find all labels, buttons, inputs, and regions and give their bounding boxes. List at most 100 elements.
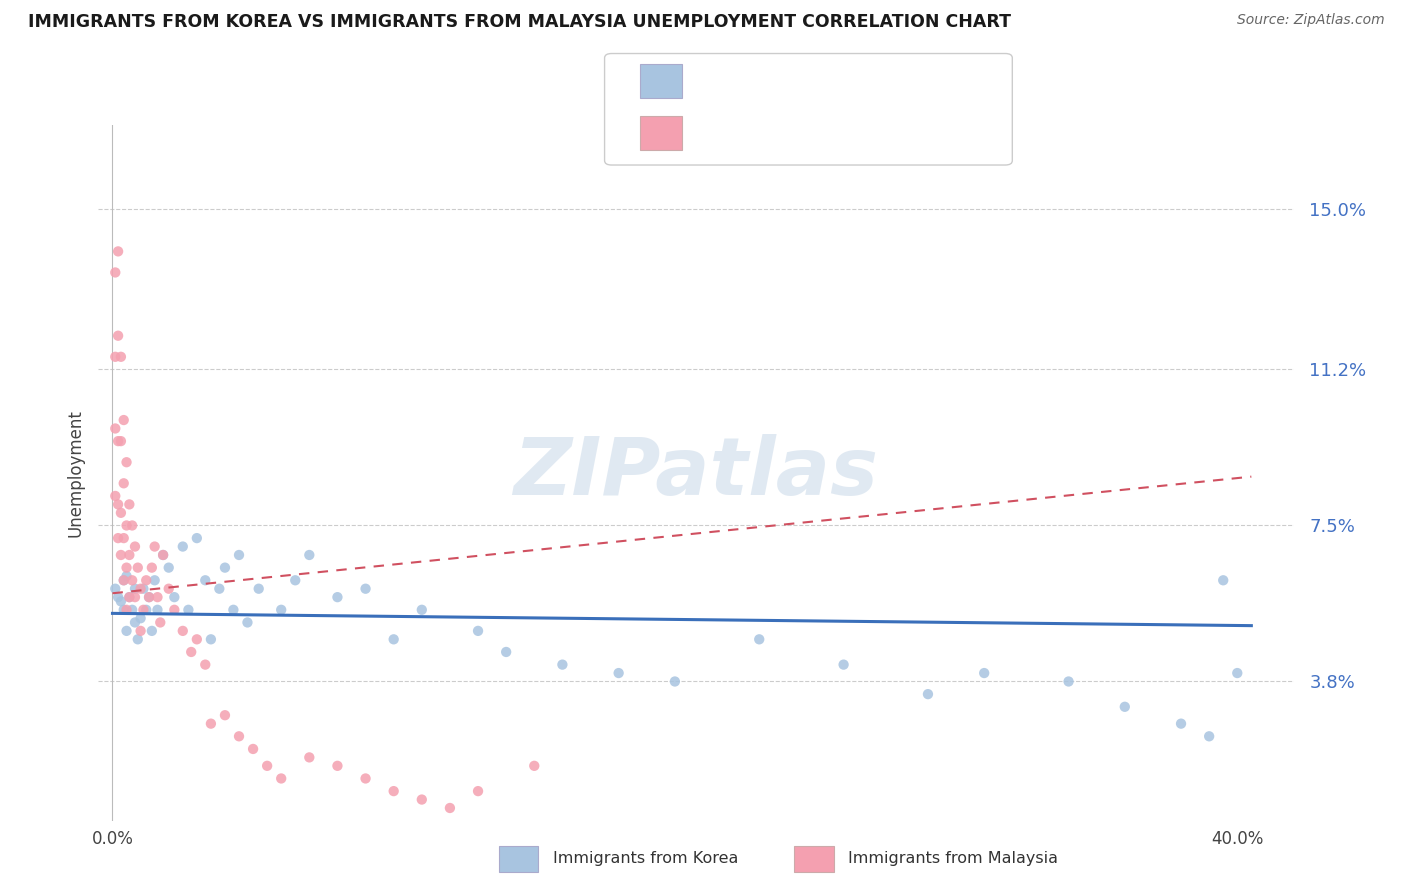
Point xyxy=(107,328,129,343)
Point xyxy=(124,615,146,630)
Text: Immigrants from Malaysia: Immigrants from Malaysia xyxy=(848,852,1057,866)
Point xyxy=(118,497,141,511)
Point xyxy=(104,350,127,364)
Point xyxy=(186,632,208,647)
Point xyxy=(163,603,186,617)
Point xyxy=(157,560,180,574)
Point xyxy=(135,574,157,588)
Point xyxy=(163,590,186,604)
Point xyxy=(1057,674,1080,689)
Point xyxy=(284,574,307,588)
Point xyxy=(104,265,127,279)
Point xyxy=(247,582,270,596)
Point xyxy=(129,624,152,638)
Point xyxy=(180,645,202,659)
Point xyxy=(1212,574,1234,588)
Point xyxy=(107,244,129,259)
Point xyxy=(382,632,405,647)
Point xyxy=(194,657,217,672)
Point xyxy=(107,497,129,511)
Point xyxy=(110,594,132,608)
Point xyxy=(186,531,208,545)
Text: R = -0.084   N = 55: R = -0.084 N = 55 xyxy=(699,72,862,90)
Point xyxy=(129,582,152,596)
Point xyxy=(495,645,517,659)
Point xyxy=(104,582,127,596)
Point xyxy=(200,632,222,647)
Point xyxy=(439,801,461,815)
Point xyxy=(112,476,135,491)
Point xyxy=(194,574,217,588)
Point xyxy=(132,582,155,596)
Point xyxy=(118,590,141,604)
Point xyxy=(149,615,172,630)
Point xyxy=(110,548,132,562)
Point xyxy=(177,603,200,617)
Point xyxy=(104,421,127,435)
Point xyxy=(104,489,127,503)
Point xyxy=(973,666,995,681)
Point xyxy=(115,560,138,574)
Point xyxy=(127,560,149,574)
Point xyxy=(115,455,138,469)
Point xyxy=(146,590,169,604)
Point xyxy=(523,759,546,773)
Point xyxy=(200,716,222,731)
Point xyxy=(1170,716,1192,731)
Point xyxy=(141,560,163,574)
Point xyxy=(236,615,259,630)
Point xyxy=(118,590,141,604)
Point xyxy=(110,350,132,364)
Point xyxy=(138,590,160,604)
Point xyxy=(138,590,160,604)
Point xyxy=(354,582,377,596)
Point xyxy=(112,531,135,545)
Point xyxy=(748,632,770,647)
Text: R =  0.078   N = 59: R = 0.078 N = 59 xyxy=(699,124,860,142)
Point xyxy=(411,603,433,617)
Point xyxy=(214,708,236,723)
Point xyxy=(107,590,129,604)
Point xyxy=(664,674,686,689)
Point xyxy=(214,560,236,574)
Point xyxy=(157,582,180,596)
Point xyxy=(110,434,132,449)
Point xyxy=(152,548,174,562)
Point xyxy=(1198,729,1220,743)
Point xyxy=(172,540,194,554)
Point xyxy=(270,772,292,786)
Point xyxy=(112,413,135,427)
Y-axis label: Unemployment: Unemployment xyxy=(66,409,84,537)
Point xyxy=(256,759,278,773)
Text: IMMIGRANTS FROM KOREA VS IMMIGRANTS FROM MALAYSIA UNEMPLOYMENT CORRELATION CHART: IMMIGRANTS FROM KOREA VS IMMIGRANTS FROM… xyxy=(28,13,1011,31)
Point xyxy=(270,603,292,617)
Point xyxy=(127,632,149,647)
Point xyxy=(124,590,146,604)
Point xyxy=(228,548,250,562)
Text: ZIPatlas: ZIPatlas xyxy=(513,434,879,512)
Point xyxy=(354,772,377,786)
Point xyxy=(467,784,489,798)
Point xyxy=(115,603,138,617)
Point xyxy=(115,624,138,638)
Point xyxy=(607,666,630,681)
Point xyxy=(115,569,138,583)
Point xyxy=(222,603,245,617)
Point xyxy=(143,574,166,588)
Point xyxy=(107,531,129,545)
Point xyxy=(107,434,129,449)
Point xyxy=(141,624,163,638)
Point xyxy=(152,548,174,562)
Point xyxy=(124,582,146,596)
Point xyxy=(129,611,152,625)
Point xyxy=(326,590,349,604)
Point xyxy=(242,742,264,756)
Point xyxy=(115,518,138,533)
Point xyxy=(832,657,855,672)
Point xyxy=(132,603,155,617)
Point xyxy=(172,624,194,638)
Point xyxy=(1114,699,1136,714)
Point xyxy=(112,574,135,588)
Point xyxy=(411,792,433,806)
Point xyxy=(551,657,574,672)
